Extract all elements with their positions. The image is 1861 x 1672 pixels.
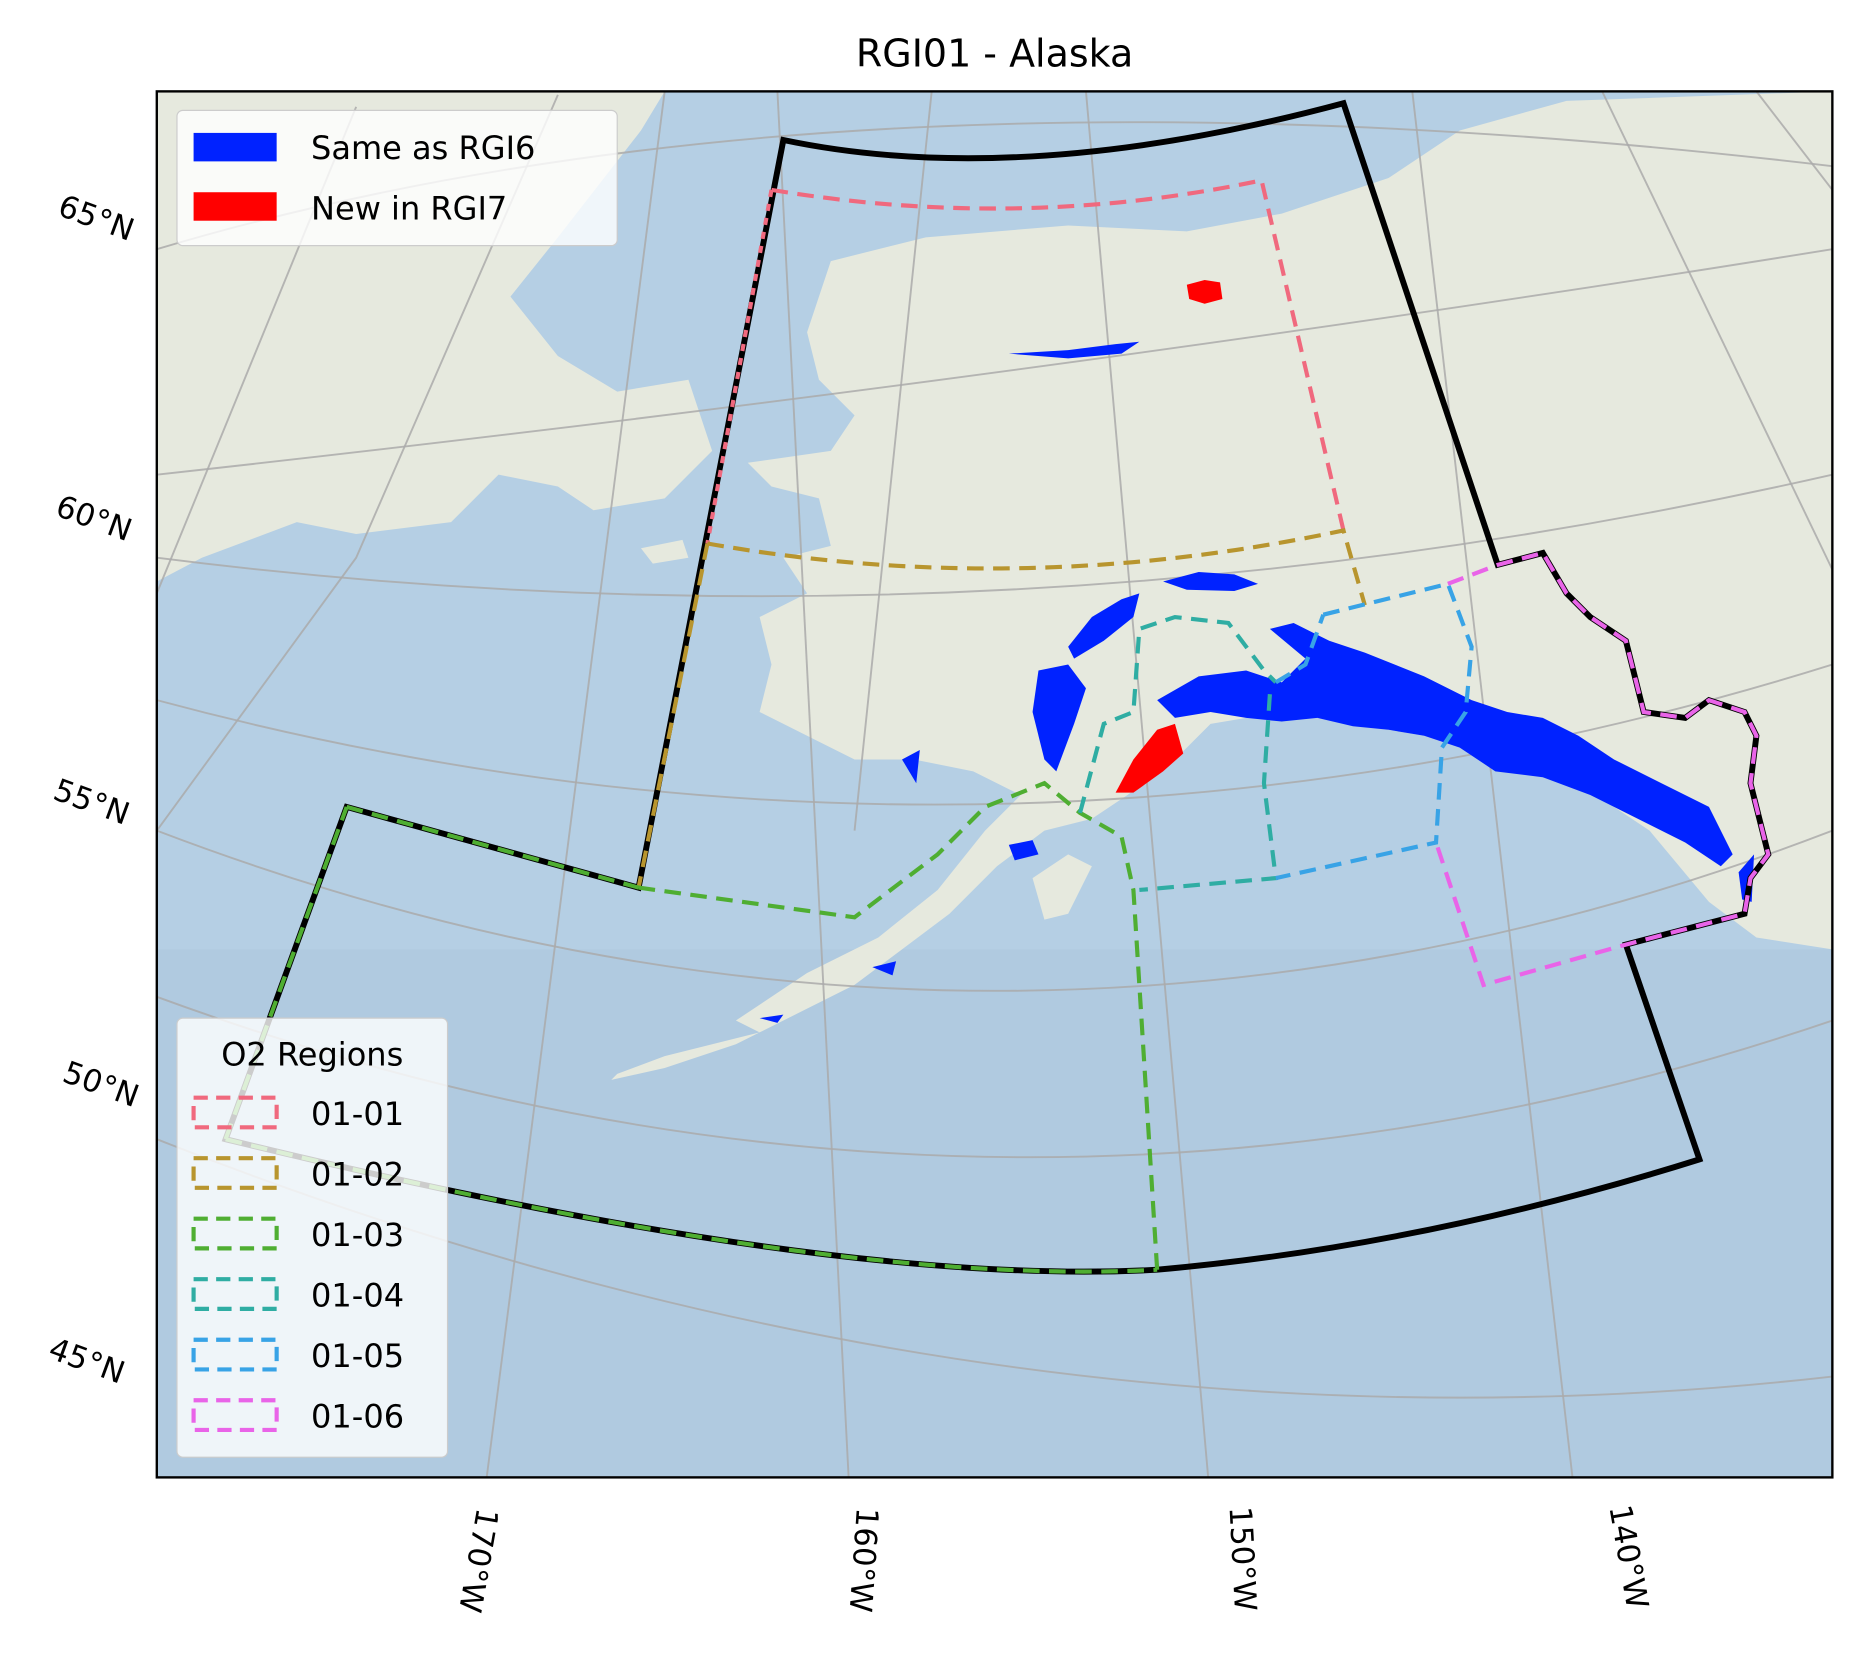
lat-label: 60°N [51, 488, 136, 548]
legend-label-new: New in RGI7 [311, 190, 507, 228]
legend-swatch-01-02 [191, 1156, 279, 1190]
lat-label: 50°N [58, 1054, 143, 1114]
legend-label-01-02: 01-02 [311, 1155, 404, 1193]
lat-label: 55°N [49, 772, 134, 832]
land-alaska [735, 91, 1833, 1033]
legend-swatch-01-04 [191, 1277, 279, 1311]
latitude-labels: 65°N 60°N 55°N 50°N 45°N [44, 188, 144, 1391]
region-boundaries [221, 99, 1772, 1275]
longitude-labels: 170°W 160°W 150°W 140°W [451, 1502, 1655, 1615]
land-st-lawrence [640, 539, 689, 564]
lon-label: 140°W [1601, 1502, 1655, 1611]
legend-swatch-01-03 [191, 1216, 279, 1251]
map-title: RGI01 - Alaska [856, 31, 1133, 75]
legend-label-01-04: 01-04 [311, 1277, 404, 1315]
region-01-04-outline [1078, 614, 1279, 893]
region-01-02-outline [636, 528, 1367, 889]
lat-label: 45°N [44, 1331, 129, 1391]
glaciers-same-as-rgi6 [759, 341, 1755, 1023]
lat-label: 65°N [53, 188, 138, 248]
glacier-legend: Same as RGI6 New in RGI7 [176, 109, 618, 247]
legend-label-01-06: 01-06 [311, 1398, 404, 1436]
region-01-05-outline [1274, 581, 1474, 881]
legend-label-01-05: 01-05 [311, 1337, 404, 1375]
land-kodiak [1032, 854, 1092, 920]
lon-label: 150°W [1222, 1506, 1263, 1613]
glaciers-new-in-rgi7 [1115, 280, 1223, 793]
legend-label-01-01: 01-01 [311, 1095, 404, 1133]
legend-swatch-01-01 [191, 1095, 279, 1130]
legend-swatch-01-06 [191, 1398, 279, 1432]
axes-frame [155, 90, 1834, 1479]
region-01-06-outline [1434, 550, 1771, 988]
lon-label: 170°W [451, 1506, 505, 1615]
legend-swatch-same [193, 132, 277, 162]
legend-label-01-03: 01-03 [311, 1216, 404, 1254]
regions-legend-title: O2 Regions [221, 1036, 403, 1074]
regions-legend: O2 Regions 01-01 01-02 01-03 01-04 01-05… [176, 1017, 449, 1458]
region-01-03-outline [223, 780, 1160, 1274]
legend-swatch-new [193, 192, 277, 221]
land-aleutians [611, 1032, 760, 1080]
lon-label: 160°W [842, 1506, 885, 1613]
legend-swatch-01-05 [191, 1337, 279, 1372]
legend-label-same: Same as RGI6 [311, 129, 535, 167]
